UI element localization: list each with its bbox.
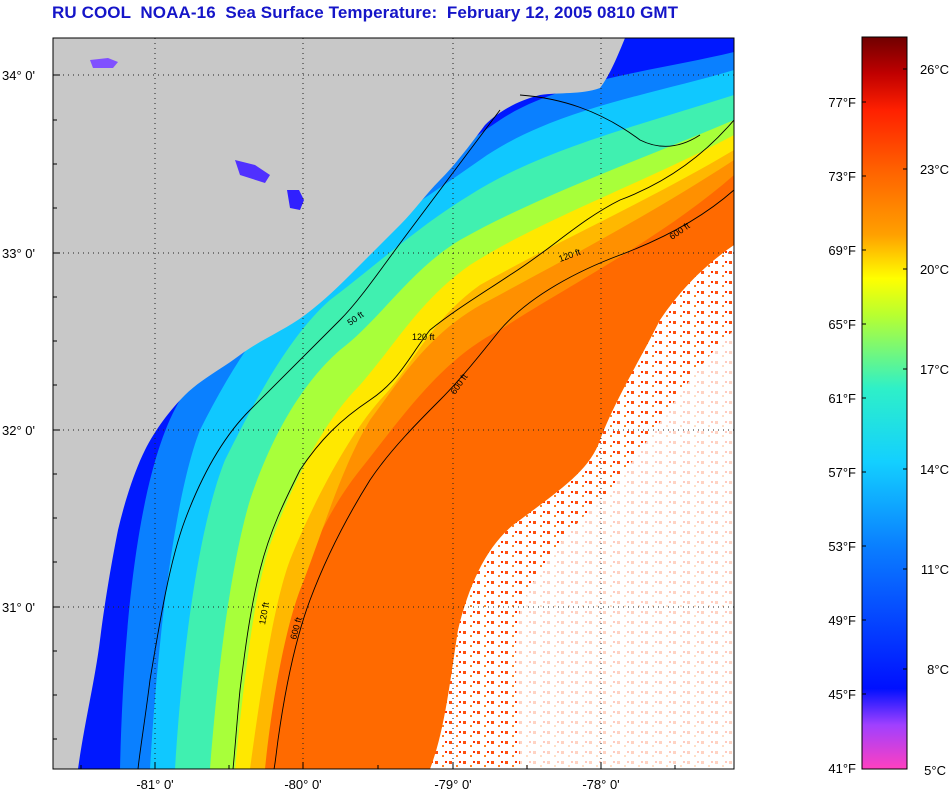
cloud-mask-inner [515,330,734,769]
lon-ticks [80,762,676,769]
lat-label-32: 32° 0' [2,423,35,438]
island-3 [287,190,304,210]
contour-120ft [232,119,734,769]
lon-label-81: -81° 0' [136,777,173,792]
map-title: RU COOL NOAA-16 Sea Surface Temperature:… [52,3,679,22]
contour-50ft [137,94,701,769]
map-frame [52,37,735,770]
lat-label-33: 33° 0' [2,246,35,261]
lat-label-31: 31° 0' [2,600,35,615]
island-1 [90,58,118,68]
lat-ticks [53,74,60,740]
contour-label-120-c: 120 ft [257,601,271,625]
lat-label-34: 34° 0' [2,68,35,83]
contour-label-120-a: 120 ft [412,332,435,342]
land-mass [53,38,625,769]
lon-label-80: -80° 0' [284,777,321,792]
island-2 [235,160,270,183]
lon-label-79: -79° 0' [434,777,471,792]
map-grid [53,38,734,769]
lon-label-78: -78° 0' [582,777,619,792]
contour-600ft [273,189,734,769]
